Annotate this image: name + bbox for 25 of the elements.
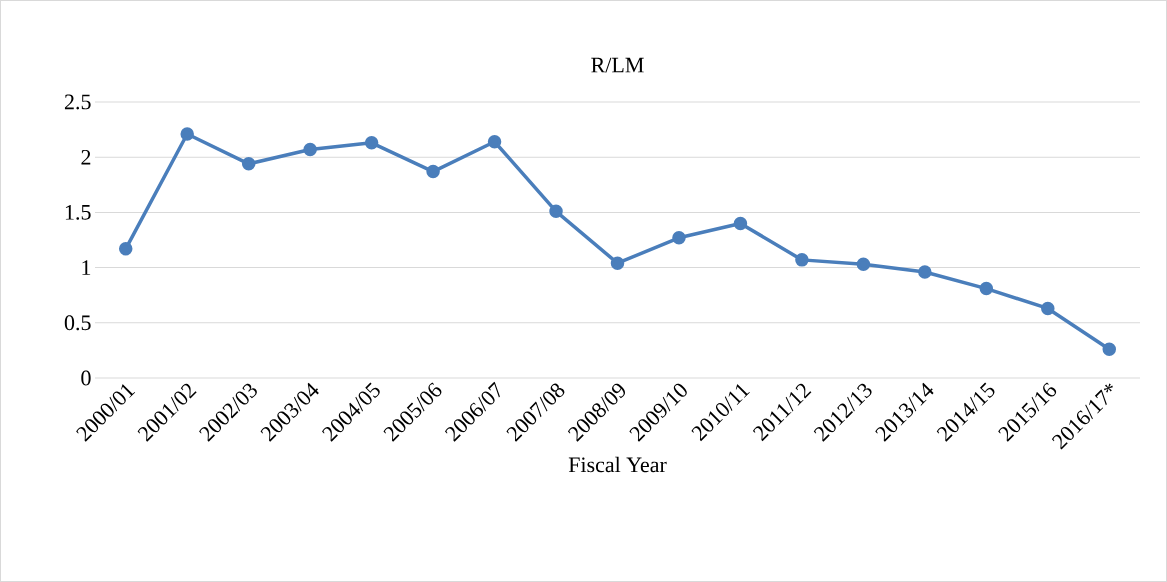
y-tick-label: 1.5: [65, 204, 91, 220]
point: [303, 142, 317, 157]
point: [733, 216, 748, 231]
y-tick-label: 2: [81, 149, 91, 165]
point: [241, 157, 256, 171]
point: [1041, 301, 1055, 316]
point: [1102, 342, 1117, 357]
y-tick-label: 2.5: [64, 94, 91, 110]
y-tick-label: 0.5: [64, 315, 91, 331]
x-axis-title: Fiscal Year: [568, 456, 667, 473]
point: [610, 256, 625, 270]
chart-title: R/LM: [591, 57, 644, 73]
point: [979, 281, 994, 296]
point: [856, 257, 871, 272]
point: [118, 242, 133, 256]
point: [180, 127, 194, 141]
point: [918, 265, 932, 279]
point: [795, 253, 809, 267]
point: [426, 164, 440, 179]
y-tick-label: 0: [81, 370, 91, 386]
point: [549, 204, 563, 219]
point: [487, 134, 502, 149]
y-tick-label: 1: [82, 260, 91, 275]
point: [364, 136, 379, 150]
point: [672, 231, 686, 245]
